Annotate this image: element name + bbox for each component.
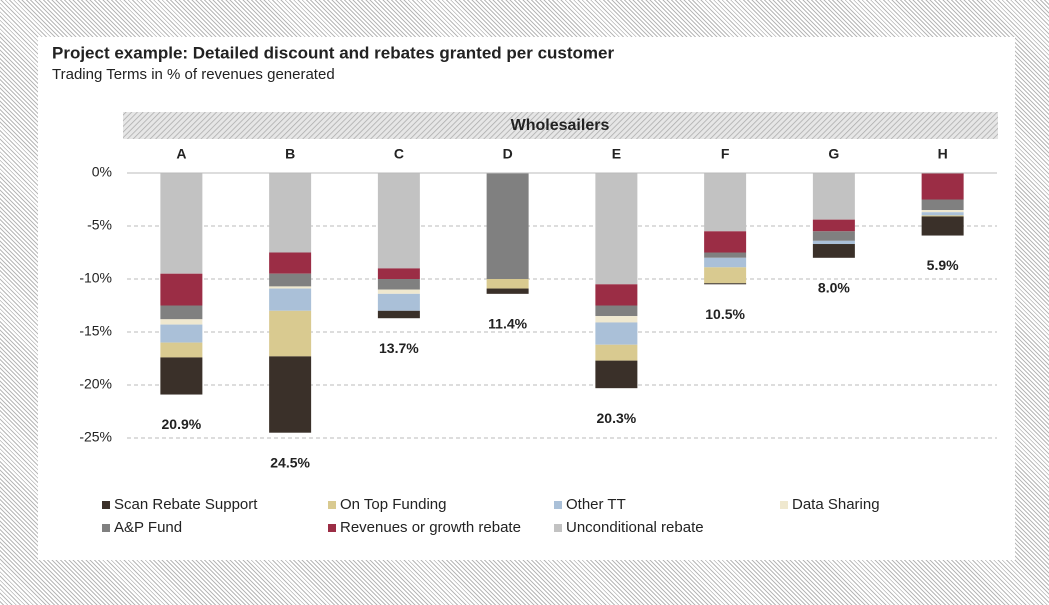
bar-segment <box>269 173 312 253</box>
bar-segment <box>812 231 855 241</box>
total-label: 8.0% <box>818 280 850 296</box>
bar-segment <box>595 305 638 317</box>
bar-segment <box>160 173 203 274</box>
bar-segment <box>377 173 420 269</box>
y-tick-label: -15% <box>79 323 112 339</box>
bar-segment <box>160 357 203 395</box>
legend-label: On Top Funding <box>340 496 446 513</box>
total-label: 11.4% <box>488 316 527 332</box>
legend-swatch <box>102 524 110 532</box>
bar-segment <box>160 324 203 343</box>
legend-swatch <box>328 524 336 532</box>
bar-segment <box>486 173 529 279</box>
bar-segment <box>486 288 529 294</box>
legend-swatch <box>554 501 562 509</box>
bar-segment <box>812 219 855 232</box>
legend-label: Scan Rebate Support <box>114 496 258 513</box>
bar-segment <box>921 199 964 211</box>
total-label: 20.3% <box>597 410 637 426</box>
x-tick-label: B <box>285 146 295 162</box>
bar-segment <box>921 215 964 217</box>
bar-segment <box>704 231 747 253</box>
bar-segment <box>704 257 747 268</box>
bar-segment <box>269 252 312 274</box>
group-label: Wholesailers <box>511 117 610 134</box>
bar-segment <box>812 240 855 245</box>
bar-segment <box>921 212 964 216</box>
bar-segment <box>812 244 855 258</box>
x-tick-label: D <box>503 146 513 162</box>
bar-segment <box>160 273 203 306</box>
legend-swatch <box>328 501 336 509</box>
bar-segment <box>704 283 747 285</box>
bar-segment <box>269 288 312 311</box>
x-tick-label: C <box>394 146 404 162</box>
bar-segment <box>160 342 203 358</box>
legend-label: A&P Fund <box>114 519 182 536</box>
legend-swatch <box>780 501 788 509</box>
bar-segment <box>704 252 747 258</box>
legend-label: Unconditional rebate <box>566 519 704 536</box>
x-tick-label: E <box>612 146 621 162</box>
bar-segment <box>377 293 420 311</box>
x-tick-label: A <box>176 146 186 162</box>
total-label: 5.9% <box>927 257 959 273</box>
chart-title: Project example: Detailed discount and r… <box>52 43 614 62</box>
group-band <box>123 112 998 139</box>
bar-segment <box>595 173 638 285</box>
bar-segment <box>377 310 420 319</box>
bar-segment <box>269 356 312 433</box>
bar-segment <box>921 216 964 236</box>
bar-segment <box>595 316 638 323</box>
legend-label: Data Sharing <box>792 496 880 513</box>
y-tick-label: 0% <box>92 164 112 180</box>
bar-segment <box>921 173 964 200</box>
legend-swatch <box>554 524 562 532</box>
total-label: 20.9% <box>162 416 202 432</box>
bar-segment <box>160 305 203 320</box>
bar-segment <box>486 279 529 289</box>
x-tick-label: G <box>828 146 839 162</box>
chart-subtitle: Trading Terms in % of revenues generated <box>52 66 335 83</box>
bar-segment <box>704 267 747 284</box>
total-label: 10.5% <box>705 306 745 322</box>
bar-segment <box>269 310 312 357</box>
bar-segment <box>160 319 203 325</box>
bar-segment <box>812 173 855 220</box>
total-label: 24.5% <box>270 454 310 470</box>
bar-segment <box>595 284 638 306</box>
x-tick-label: H <box>938 146 948 162</box>
bar-segment <box>269 273 312 287</box>
y-tick-label: -5% <box>87 217 112 233</box>
bar-segment <box>269 286 312 289</box>
bar-segment <box>377 289 420 294</box>
x-tick-label: F <box>721 146 730 162</box>
legend-swatch <box>102 501 110 509</box>
bar-segment <box>377 279 420 290</box>
legend-label: Revenues or growth rebate <box>340 519 521 536</box>
y-tick-label: -25% <box>79 429 112 445</box>
y-tick-label: -10% <box>79 270 112 286</box>
bar-segment <box>704 173 747 232</box>
bar-segment <box>377 268 420 279</box>
y-tick-label: -20% <box>79 376 112 392</box>
legend-label: Other TT <box>566 496 626 513</box>
total-label: 13.7% <box>379 340 419 356</box>
bar-segment <box>595 360 638 389</box>
bar-segment <box>921 210 964 213</box>
bar-segment <box>595 344 638 361</box>
bar-segment <box>595 322 638 345</box>
